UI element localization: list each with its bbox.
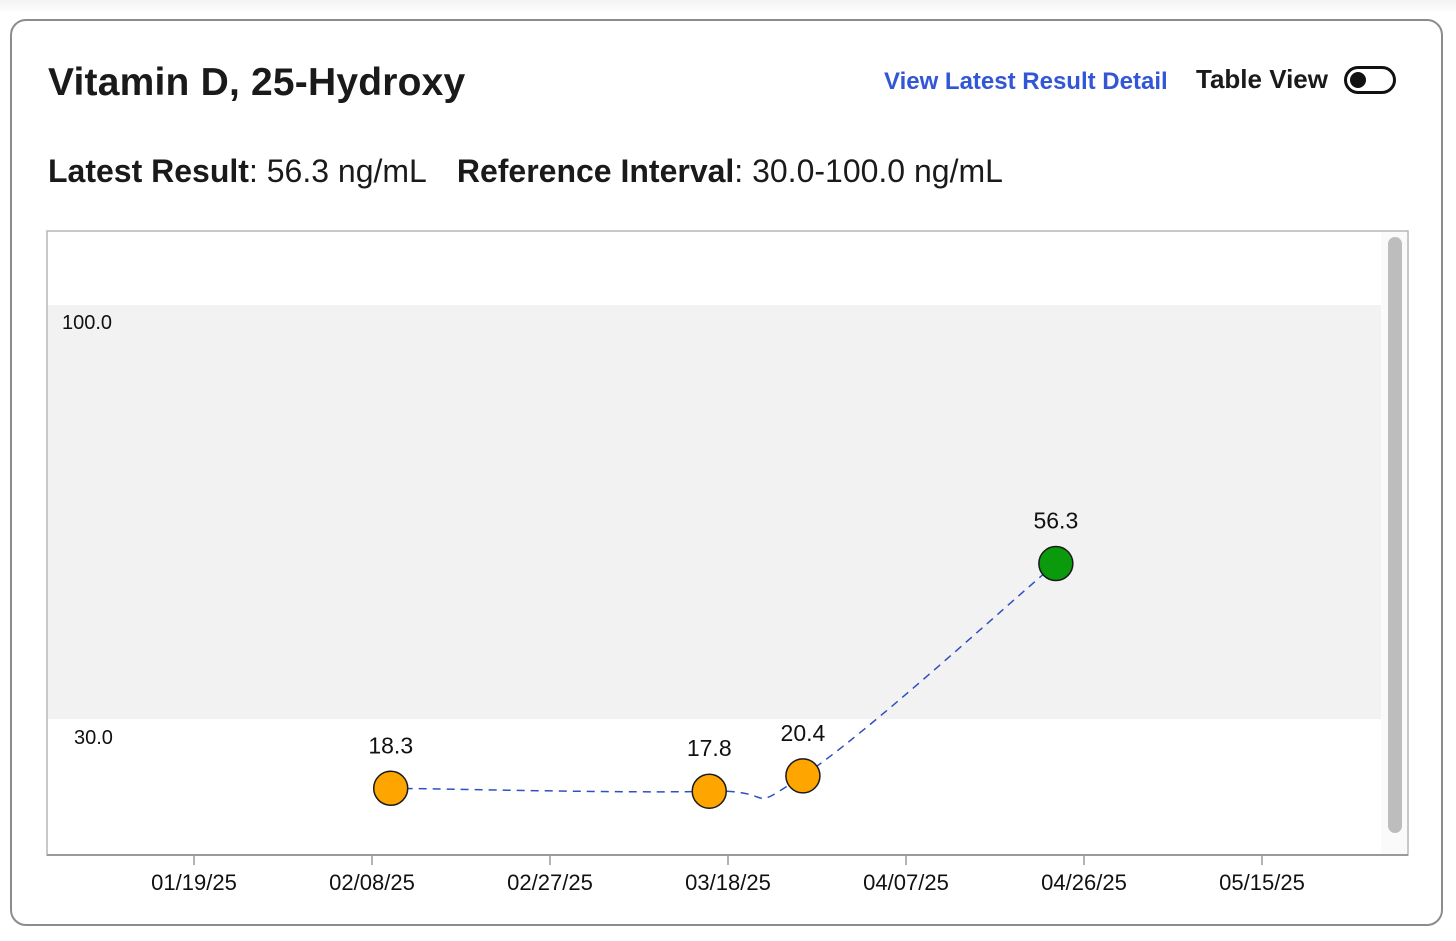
toggle-knob [1349,71,1366,88]
scrollbar-thumb[interactable] [1388,237,1402,833]
x-tick-label: 05/15/25 [1219,870,1305,895]
data-point[interactable] [372,770,409,807]
reference-range-band [48,305,1381,720]
table-view-label: Table View [1196,64,1328,94]
result-summary: Latest Result: 56.3 ng/mL Reference Inter… [48,153,1003,189]
x-tick-label: 02/27/25 [507,870,593,895]
data-label: 17.8 [687,735,732,761]
data-point[interactable] [691,773,727,809]
view-latest-result-detail-link[interactable]: View Latest Result Detail [884,68,1168,95]
trend-line [390,562,1057,800]
data-label: 56.3 [1033,508,1078,534]
data-point[interactable] [785,758,821,794]
x-tick-label: 03/18/25 [685,870,771,895]
x-tick-label: 01/19/25 [151,870,237,895]
table-view-control: Table View [1196,64,1396,95]
data-label: 20.4 [781,720,826,746]
data-point[interactable] [1038,545,1074,582]
test-title: Vitamin D, 25-Hydroxy [48,61,466,104]
latest-result-value: 56.3 ng/mL [266,153,427,189]
latest-result-label: Latest Result [48,153,249,189]
x-tick-label: 04/07/25 [863,870,949,895]
x-tick-label: 02/08/25 [329,870,415,895]
top-strip [0,0,1456,14]
data-label: 18.3 [368,732,413,758]
reference-high-label: 100.0 [62,312,112,334]
reference-interval-value: 30.0-100.0 ng/mL [752,153,1003,189]
table-view-toggle[interactable] [1343,65,1396,94]
reference-low-label: 30.0 [74,727,113,749]
x-tick-label: 04/26/25 [1041,870,1127,895]
reference-interval-label: Reference Interval [456,153,735,189]
